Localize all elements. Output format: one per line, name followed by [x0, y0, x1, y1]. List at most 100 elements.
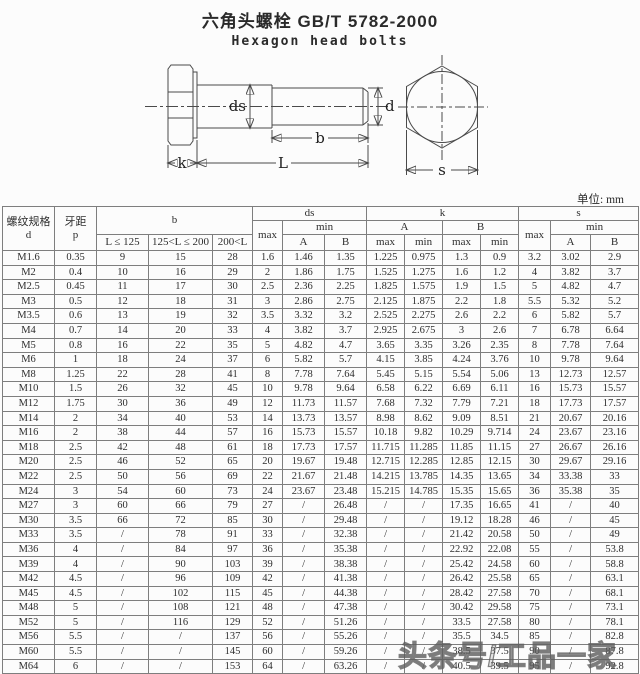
cell-value: 15.57 — [324, 425, 368, 441]
header-ds-min-A: A — [282, 234, 326, 251]
cell-value: 52 — [148, 454, 213, 470]
dimension-ds: ds — [229, 85, 250, 128]
cell-value: 3 — [54, 483, 97, 500]
cell-value: 28.42 — [442, 585, 482, 602]
cell-value: 0.4 — [54, 264, 97, 281]
cell-value: 96 — [148, 571, 213, 587]
cell-value: / — [282, 614, 326, 631]
cell-value: / — [366, 512, 406, 529]
cell-value: 7.79 — [442, 395, 482, 412]
cell-value: 1.525 — [366, 264, 406, 281]
cell-value: 4 — [54, 556, 97, 573]
cell-value: 32 — [148, 381, 213, 397]
cell-value: 13 — [518, 366, 552, 383]
header-k-B: B — [442, 220, 520, 235]
cell-value: / — [96, 614, 149, 631]
header-b-range-2: 125<L ≤ 200 — [148, 234, 213, 251]
cell-value: 19.12 — [442, 512, 482, 529]
cell-spec: M20 — [2, 454, 55, 470]
cell-value: 72 — [148, 512, 213, 529]
cell-value: 36 — [252, 541, 284, 558]
cell-value: 2.2 — [442, 293, 482, 310]
cell-value: 27 — [518, 439, 552, 456]
cell-value: 137 — [211, 629, 254, 646]
page-subtitle: Hexagon head bolts — [231, 34, 409, 49]
cell-value: 5.15 — [404, 366, 444, 383]
cell-value: 47.38 — [324, 600, 368, 616]
cell-value: 90 — [148, 556, 213, 573]
dimension-k: k — [168, 145, 197, 172]
cell-value: 2.925 — [366, 322, 406, 339]
cell-spec: M2 — [2, 264, 55, 281]
header-spec: 螺纹规格 d — [2, 206, 55, 251]
unit-note: 单位: mm — [577, 194, 624, 206]
cell-value: 18 — [148, 293, 213, 310]
cell-value: 11 — [96, 279, 149, 295]
cell-value: 46 — [96, 454, 149, 470]
cell-spec: M45 — [2, 585, 55, 602]
cell-value: 121 — [211, 600, 254, 616]
cell-value: 30 — [252, 512, 284, 529]
cell-value: 54 — [96, 483, 149, 500]
cell-value: / — [366, 629, 406, 646]
cell-value: 32.38 — [324, 527, 368, 543]
cell-value: 13.57 — [324, 410, 368, 427]
cell-value: 3.5 — [252, 308, 284, 324]
cell-value: 45 — [590, 512, 640, 529]
cell-value: 6 — [518, 308, 552, 324]
cell-value: 35 — [590, 483, 640, 500]
dim-label-L: L — [278, 154, 288, 172]
cell-value: 5 — [54, 600, 97, 616]
cell-value: 10.29 — [442, 425, 482, 441]
cell-value: 5 — [518, 279, 552, 295]
cell-value: 20.67 — [550, 410, 592, 427]
cell-value: 0.35 — [54, 250, 97, 266]
cell-value: 28 — [211, 250, 254, 266]
cell-value: 20.16 — [590, 410, 640, 427]
cell-value: 4 — [518, 264, 552, 281]
cell-value: 27 — [252, 498, 284, 514]
dim-label-d: d — [385, 97, 395, 115]
cell-value: 15.73 — [550, 381, 592, 397]
cell-value: 12.73 — [550, 366, 592, 383]
cell-value: / — [404, 571, 444, 587]
cell-value: 51.26 — [324, 614, 368, 631]
cell-value: 3 — [442, 322, 482, 339]
cell-value: 5.5 — [518, 293, 552, 310]
table-row: M5 0.8 16 22 35 5 4.82 4.7 3.65 3.35 3.26 2.35 8 7.78… — [2, 337, 640, 354]
cell-value: 84 — [148, 541, 213, 558]
cell-value: / — [550, 658, 592, 674]
cell-value: 0.45 — [54, 279, 97, 295]
cell-value: / — [282, 644, 326, 660]
cell-value: 129 — [211, 614, 254, 631]
cell-value: 39.5 — [480, 658, 520, 674]
cell-value: 7.64 — [590, 337, 640, 354]
cell-value: 9.78 — [282, 381, 326, 397]
cell-value: 4.15 — [366, 352, 406, 368]
cell-value: / — [550, 614, 592, 631]
cell-value: 27.58 — [480, 614, 520, 631]
cell-value: / — [96, 629, 149, 646]
table-row: M60 5.5//145 60/59.26//38.5 37.5 90/87.8 — [2, 644, 640, 660]
cell-value: 66 — [96, 512, 149, 529]
cell-value: 44.38 — [324, 585, 368, 602]
cell-value: 7.68 — [366, 395, 406, 412]
cell-value: 26.67 — [550, 439, 592, 456]
cell-spec: M2.5 — [2, 279, 55, 295]
cell-value: 34 — [96, 410, 149, 427]
cell-value: / — [366, 600, 406, 616]
cell-value: 40 — [148, 410, 213, 427]
header-ds-min-B: B — [324, 234, 368, 251]
cell-value: 15.57 — [590, 381, 640, 397]
cell-value: 2.5 — [252, 279, 284, 295]
cell-value: 26.16 — [590, 439, 640, 456]
cell-value: 16 — [252, 425, 284, 441]
cell-value: 2.9 — [590, 250, 640, 266]
cell-value: / — [366, 556, 406, 573]
table-row: M39 4/90 103 39/38.38//25.42 24.58 60/58.8 — [2, 556, 640, 573]
cell-value: 30 — [96, 395, 149, 412]
cell-value: 3.35 — [404, 337, 444, 354]
header-b-range-1: L ≤ 125 — [96, 234, 149, 251]
cell-value: 79 — [211, 498, 254, 514]
